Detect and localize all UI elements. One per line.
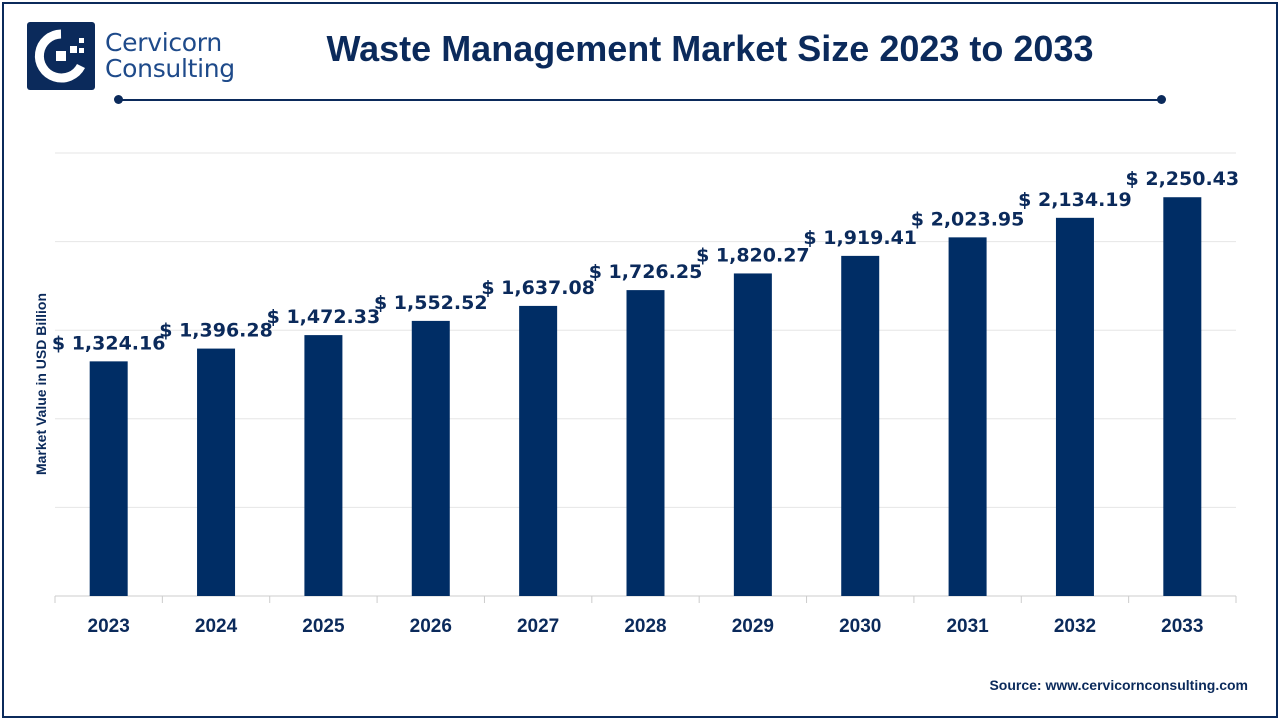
data-label-2032: $ 2,134.19 bbox=[1018, 189, 1132, 211]
brand-name-line1: Cervicorn bbox=[105, 28, 222, 57]
bar-2027 bbox=[519, 305, 558, 596]
bar-2025 bbox=[304, 335, 343, 596]
underline-dot-left bbox=[114, 95, 123, 104]
x-tick-label-2028: 2028 bbox=[624, 616, 666, 637]
company-logo: Cervicorn Consulting bbox=[27, 22, 235, 90]
x-tick-label-2033: 2033 bbox=[1161, 616, 1203, 637]
bar-2032 bbox=[1055, 217, 1094, 596]
bar-2029 bbox=[733, 273, 772, 596]
data-label-2033: $ 2,250.43 bbox=[1126, 168, 1240, 190]
data-label-2031: $ 2,023.95 bbox=[911, 208, 1025, 230]
data-label-2029: $ 1,820.27 bbox=[696, 244, 810, 266]
brand-name-line2: Consulting bbox=[105, 54, 235, 83]
bar-2033 bbox=[1163, 197, 1202, 596]
bar-2023 bbox=[89, 361, 128, 596]
chart-title: Waste Management Market Size 2023 to 203… bbox=[326, 28, 1094, 69]
title-underline bbox=[118, 99, 1162, 101]
data-label-2028: $ 1,726.25 bbox=[589, 261, 703, 283]
bar-2030 bbox=[841, 255, 880, 596]
brand-name: Cervicorn Consulting bbox=[105, 30, 235, 82]
data-label-2024: $ 1,396.28 bbox=[159, 320, 273, 342]
x-tick-label-2031: 2031 bbox=[946, 616, 989, 637]
x-tick-label-2030: 2030 bbox=[839, 616, 881, 637]
source-note: Source: www.cervicornconsulting.com bbox=[989, 677, 1248, 693]
bar-2024 bbox=[197, 348, 236, 596]
x-tick-label-2024: 2024 bbox=[195, 616, 238, 637]
bar-2026 bbox=[411, 320, 450, 596]
x-tick-label-2023: 2023 bbox=[88, 616, 130, 637]
data-label-2025: $ 1,472.33 bbox=[267, 306, 381, 328]
cervicorn-logo-icon bbox=[27, 22, 95, 90]
underline-dot-right bbox=[1157, 95, 1166, 104]
bar-2028 bbox=[626, 290, 665, 596]
data-label-2026: $ 1,552.52 bbox=[374, 292, 488, 314]
x-tick-label-2029: 2029 bbox=[732, 616, 774, 637]
x-tick-label-2032: 2032 bbox=[1054, 616, 1096, 637]
data-label-2027: $ 1,637.08 bbox=[481, 277, 595, 299]
x-tick-label-2025: 2025 bbox=[302, 616, 345, 637]
x-tick-label-2027: 2027 bbox=[517, 616, 559, 637]
bar-2031 bbox=[948, 237, 987, 596]
data-label-2030: $ 1,919.41 bbox=[803, 227, 917, 249]
data-label-2023: $ 1,324.16 bbox=[52, 332, 166, 354]
x-tick-label-2026: 2026 bbox=[410, 616, 452, 637]
